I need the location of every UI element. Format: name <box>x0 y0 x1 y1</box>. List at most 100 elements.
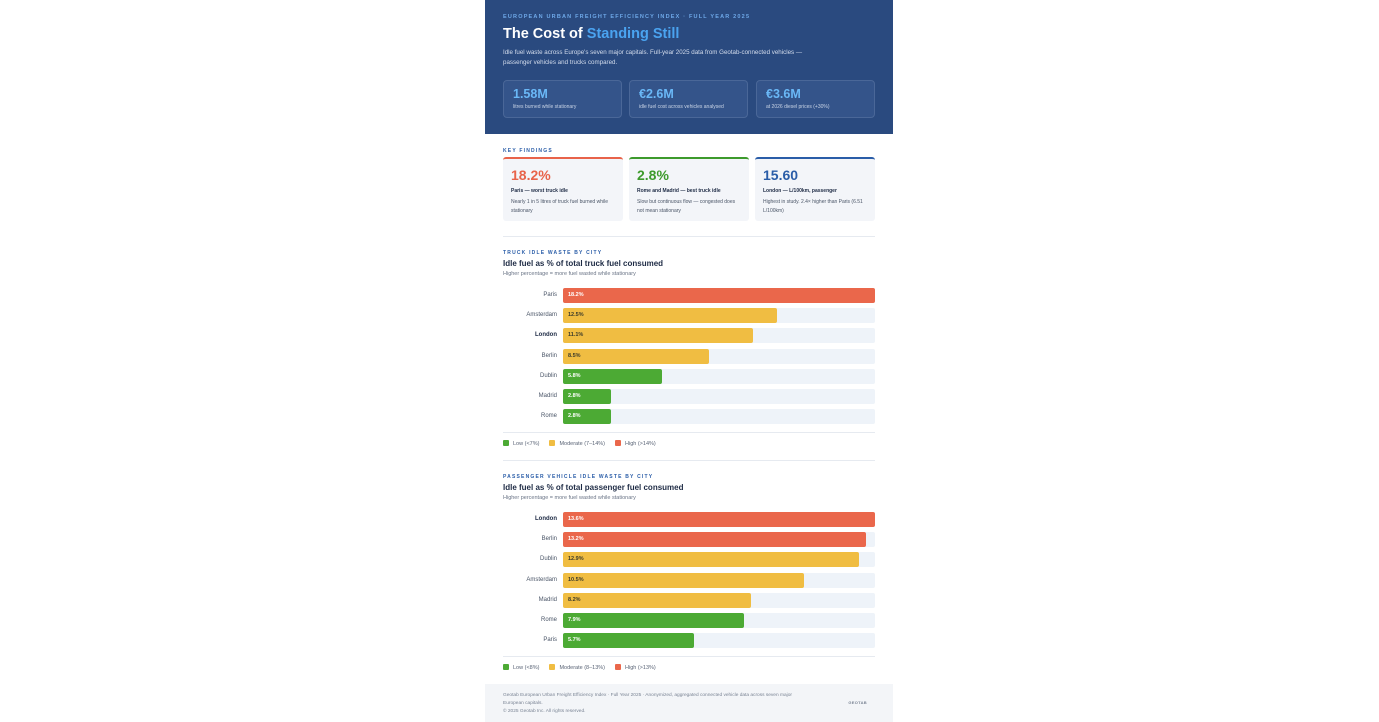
bar <box>563 308 778 324</box>
passenger-idle-bar-chart: London 13.6% Berlin 13.2% Dublin 12.9% Amsterd… <box>485 512 893 652</box>
truck-chart-legend: Low (<7%) Moderate (7–14%) High (>14%) <box>503 440 666 448</box>
stat-label: idle fuel cost across vehicles analysed <box>639 104 724 110</box>
legend-item-low: Low (<7%) <box>503 440 539 447</box>
legend-item-moderate: Moderate (8–13%) <box>549 664 605 671</box>
bar-row-london: London 13.6% <box>485 512 893 527</box>
category-label: Paris <box>543 292 557 298</box>
passenger-chart-legend: Low (<8%) Moderate (8–13%) High (>13%) <box>503 664 666 672</box>
chart-divider <box>503 656 875 657</box>
bar-row-dublin: Dublin 12.9% <box>485 552 893 568</box>
finding-description: Highest in study. 2.4× higher than Paris… <box>763 199 863 214</box>
bar-value-label: 12.5% <box>568 312 584 319</box>
bar-row-berlin: Berlin 13.2% <box>485 532 893 548</box>
category-label: Madrid <box>538 596 557 603</box>
stat-value: €2.6M <box>639 87 674 101</box>
truck-chart-subtitle: Higher percentage = more fuel wasted whi… <box>503 271 636 277</box>
legend-item-low: Low (<8%) <box>503 664 539 671</box>
finding-description: Nearly 1 in 5 litres of truck fuel burne… <box>511 199 608 214</box>
bar <box>563 389 611 404</box>
passenger-chart-section-label: Passenger Vehicle Idle Waste by City <box>503 474 654 480</box>
truck-idle-bar-chart: Paris 18.2% Amsterdam 12.5% London 11.1% Berli… <box>485 288 893 428</box>
bar-value-label: 7.9% <box>568 617 581 623</box>
bar-value-label: 8.5% <box>568 352 581 359</box>
bar-track <box>563 409 875 425</box>
category-label: Amsterdam <box>526 312 557 319</box>
legend-label: Moderate (8–13%) <box>559 665 606 671</box>
category-label: Paris <box>543 637 557 644</box>
legend-item-high: High (>14%) <box>615 440 656 447</box>
footer-note: Geotab European Urban Freight Efficiency… <box>503 693 792 706</box>
bar <box>563 613 745 628</box>
bar-value-label: 10.5% <box>568 576 584 583</box>
passenger-chart-title: Idle fuel as % of total passenger fuel c… <box>503 483 684 492</box>
bar-value-label: 5.7% <box>568 637 581 644</box>
legend-swatch <box>549 664 556 670</box>
bar-value-label: 8.2% <box>568 596 581 603</box>
finding-heading: London — L/100km, passenger <box>763 188 837 194</box>
stat-card-cost: €2.6M idle fuel cost across vehicles ana… <box>629 80 748 118</box>
bar <box>563 288 875 303</box>
bar <box>563 572 804 588</box>
bar-value-label: 13.2% <box>568 536 584 543</box>
bar <box>563 552 859 568</box>
finding-value: 2.8% <box>637 167 669 183</box>
category-label: London <box>535 332 557 339</box>
legend-swatch <box>503 440 509 446</box>
category-label: Dublin <box>539 556 557 563</box>
stat-card-2026-cost: €3.6M at 2026 diesel prices (+30%) <box>756 80 875 118</box>
legend-label: High (>13%) <box>625 665 656 671</box>
title-accent: Standing Still <box>586 26 680 42</box>
bar <box>563 328 754 344</box>
title-main: The Cost of <box>503 26 587 42</box>
finding-heading: Rome and Madrid — best truck idle <box>637 188 721 194</box>
bar-value-label: 12.9% <box>568 556 584 563</box>
stat-card-litres: 1.58M litres burned while stationary <box>503 80 622 118</box>
finding-card-paris: 18.2% Paris — worst truck idle Nearly 1 … <box>503 157 623 221</box>
bar-row-berlin: Berlin 8.5% <box>485 348 893 364</box>
truck-chart-section-label: Truck Idle Waste by City <box>503 250 603 256</box>
hero-header: European Urban Freight Efficiency Index … <box>485 0 893 134</box>
finding-card-rome-madrid: 2.8% Rome and Madrid — best truck idle S… <box>629 157 749 221</box>
legend-label: Moderate (7–14%) <box>559 441 606 447</box>
key-findings-label: Key Findings <box>503 148 553 154</box>
passenger-chart-subtitle: Higher percentage = more fuel wasted whi… <box>503 495 636 501</box>
bar <box>563 368 663 384</box>
bar-row-rome: Rome 7.9% <box>485 613 893 628</box>
legend-label: Low (<8%) <box>513 665 540 671</box>
legend-swatch <box>615 664 622 670</box>
footer-copyright: © 2025 Geotab Inc. All rights reserved. <box>503 709 586 714</box>
finding-value: 15.60 <box>763 167 799 183</box>
category-label: Berlin <box>541 352 557 359</box>
bar-row-madrid: Madrid 8.2% <box>485 592 893 608</box>
bar-value-label: 5.8% <box>568 372 581 379</box>
bar-track <box>563 389 875 404</box>
bar <box>563 532 866 548</box>
category-label: London <box>535 516 557 522</box>
legend-label: Low (<7%) <box>513 441 540 447</box>
legend-item-high: High (>13%) <box>615 664 656 671</box>
category-label: Dublin <box>539 372 557 379</box>
finding-description: Slow but continuous flow — congested doe… <box>637 199 736 214</box>
bar-row-amsterdam: Amsterdam 12.5% <box>485 308 893 324</box>
bar-row-paris: Paris 5.7% <box>485 633 893 649</box>
chart-divider <box>503 432 875 433</box>
bar-value-label: 2.8% <box>568 413 581 420</box>
category-label: Rome <box>540 617 557 623</box>
legend-swatch <box>503 664 509 670</box>
bar <box>563 592 752 608</box>
stat-value: €3.6M <box>766 87 801 101</box>
finding-value: 18.2% <box>511 167 551 183</box>
category-label: Rome <box>540 413 557 420</box>
bar <box>563 348 709 364</box>
legend-swatch <box>615 440 622 446</box>
category-label: Berlin <box>541 536 557 543</box>
category-label: Amsterdam <box>526 576 557 583</box>
bar <box>563 633 694 649</box>
bar-row-dublin: Dublin 5.8% <box>485 368 893 384</box>
page-footer: Geotab European Urban Freight Efficiency… <box>485 684 893 722</box>
legend-label: High (>14%) <box>625 441 656 447</box>
finding-card-london: 15.60 London — L/100km, passenger Highes… <box>755 157 875 221</box>
section-divider <box>503 460 875 461</box>
stat-value: 1.58M <box>513 87 548 101</box>
bar-value-label: 2.8% <box>568 393 581 399</box>
